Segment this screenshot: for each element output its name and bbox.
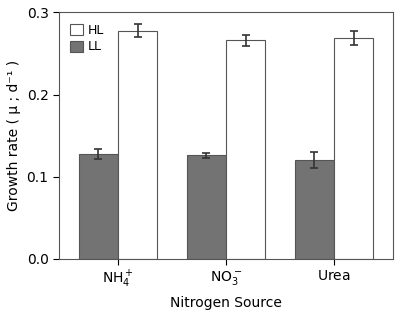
Bar [295,160,334,259]
Bar [78,154,118,259]
Bar [118,30,157,259]
Legend: HL, LL: HL, LL [65,19,109,58]
Y-axis label: Growth rate ( μ ; d⁻¹ ): Growth rate ( μ ; d⁻¹ ) [7,60,21,211]
Bar [334,38,374,259]
Bar [226,40,265,259]
Bar [187,155,226,259]
X-axis label: Nitrogen Source: Nitrogen Source [170,296,282,310]
